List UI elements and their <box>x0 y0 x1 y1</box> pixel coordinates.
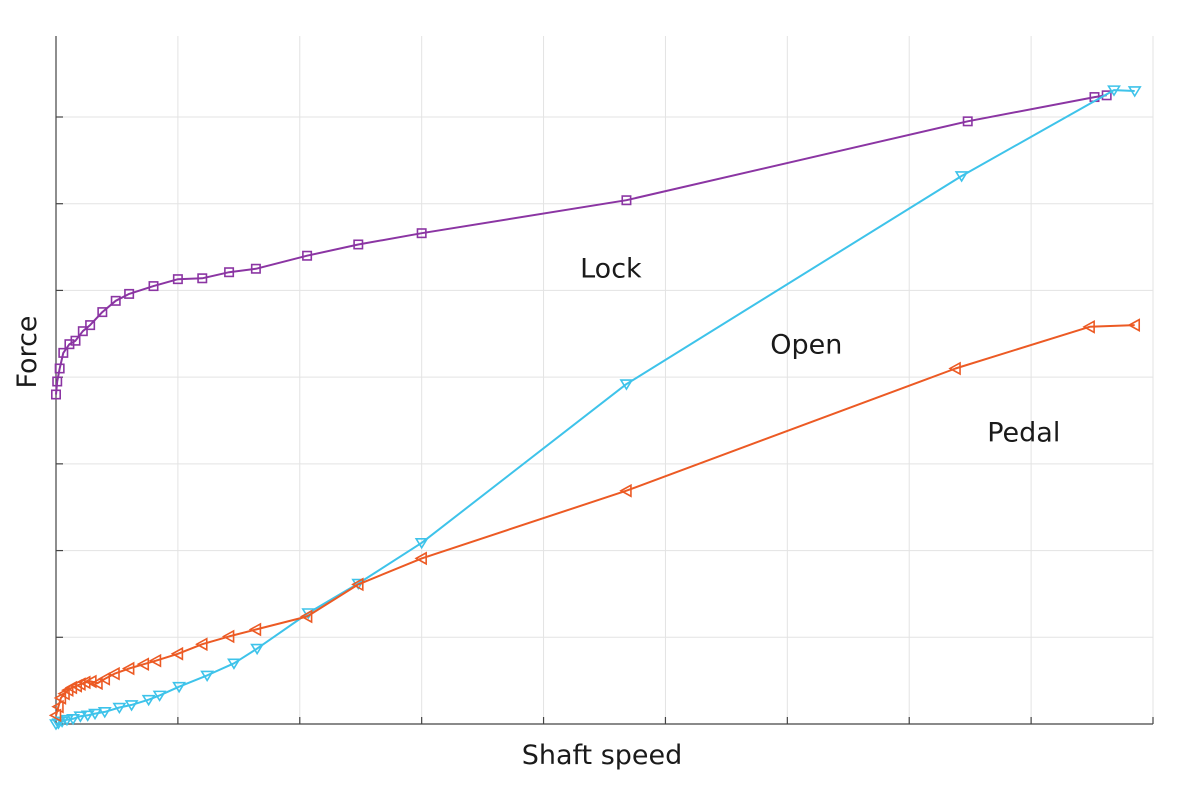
data-point-lock <box>50 389 61 400</box>
data-point-pedal <box>90 676 103 691</box>
data-point-pedal <box>170 646 184 661</box>
y-axis-label: Force <box>12 315 43 388</box>
data-point-pedal <box>97 672 111 686</box>
series-lock <box>50 90 1112 400</box>
data-point-pedal <box>1127 318 1141 332</box>
data-point-pedal <box>299 609 313 624</box>
data-point-lock <box>110 295 121 306</box>
data-point-lock <box>302 250 313 261</box>
data-point-pedal <box>78 675 91 690</box>
data-point-pedal <box>948 361 961 376</box>
data-point-open <box>1127 86 1142 98</box>
series-line-open <box>55 89 1135 725</box>
data-point-pedal <box>221 629 235 644</box>
data-point-open <box>66 713 80 726</box>
data-point-open <box>112 702 127 715</box>
annotations: Lock Open Pedal <box>580 253 1060 448</box>
data-point-open <box>227 658 241 670</box>
data-point-lock <box>1101 90 1112 101</box>
axes <box>55 36 1154 725</box>
data-point-open <box>97 707 112 719</box>
data-point-pedal <box>148 653 162 668</box>
data-point-open <box>88 708 102 721</box>
data-point-open <box>141 694 156 707</box>
data-point-lock <box>52 376 63 387</box>
series-label-pedal: Pedal <box>987 417 1060 448</box>
data-point-pedal <box>195 637 208 652</box>
series-line-pedal <box>55 324 1135 716</box>
data-point-lock <box>97 307 108 318</box>
series-label-lock: Lock <box>580 253 642 284</box>
data-point-lock <box>353 239 364 250</box>
data-point-open <box>49 719 63 731</box>
data-point-open <box>250 643 265 656</box>
data-point-pedal <box>51 699 64 714</box>
series-open <box>49 85 1142 731</box>
data-point-pedal <box>73 677 86 691</box>
data-point-pedal <box>107 666 120 681</box>
data-point-lock <box>172 274 183 285</box>
data-point-lock <box>77 326 88 337</box>
data-point-open <box>954 171 969 183</box>
series-pedal <box>48 318 1141 723</box>
data-point-open <box>60 714 74 727</box>
data-point-lock <box>70 335 81 346</box>
series-layer <box>48 85 1142 731</box>
data-point-open <box>619 379 634 391</box>
data-point-open <box>73 711 88 723</box>
data-point-pedal <box>136 657 150 672</box>
data-point-lock <box>124 288 135 299</box>
data-point-lock <box>85 320 96 331</box>
data-point-pedal <box>64 680 78 695</box>
data-point-open <box>152 690 167 702</box>
data-point-lock <box>54 363 65 374</box>
data-point-lock <box>416 228 427 239</box>
data-point-pedal <box>248 622 262 637</box>
data-point-open <box>414 537 429 550</box>
data-point-pedal <box>1082 319 1095 334</box>
series-label-open: Open <box>770 330 842 361</box>
data-point-open <box>200 670 215 682</box>
data-point-lock <box>621 195 632 206</box>
data-point-lock <box>197 273 208 284</box>
data-point-open <box>1107 85 1121 97</box>
data-point-pedal <box>351 577 364 592</box>
data-point-pedal <box>619 483 632 498</box>
series-line-lock <box>55 94 1107 395</box>
data-point-open <box>80 710 95 722</box>
data-point-lock <box>148 281 159 292</box>
data-point-lock <box>58 347 69 358</box>
gridlines <box>56 36 1154 724</box>
data-point-pedal <box>48 708 62 723</box>
x-axis-label: Shaft speed <box>522 740 683 771</box>
data-point-lock <box>962 116 973 127</box>
data-point-lock <box>250 263 261 274</box>
data-point-open <box>124 700 139 712</box>
data-point-open <box>172 681 187 694</box>
data-point-lock <box>224 267 235 278</box>
data-point-pedal <box>121 661 135 676</box>
data-point-pedal <box>414 551 427 566</box>
